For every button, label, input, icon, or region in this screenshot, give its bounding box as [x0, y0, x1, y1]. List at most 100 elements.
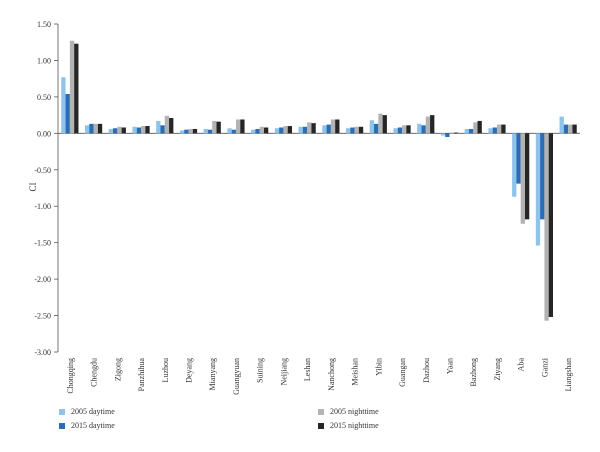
- bar: [335, 119, 340, 134]
- y-tick-label: 0.00: [37, 129, 51, 138]
- bar: [350, 127, 355, 134]
- bar: [263, 127, 269, 134]
- bar: [169, 118, 174, 134]
- bar: [369, 120, 375, 134]
- x-category-label: Mianyang: [208, 358, 217, 390]
- bar: [393, 128, 398, 134]
- bar: [311, 123, 316, 134]
- x-category-label: Nanchong: [327, 358, 336, 391]
- y-axis-title: CI: [28, 182, 38, 191]
- bar: [61, 77, 66, 134]
- bar: [464, 128, 469, 134]
- bar: [179, 130, 185, 134]
- bar: [240, 119, 245, 134]
- bar: [445, 133, 450, 137]
- bar: [540, 133, 545, 220]
- bar: [69, 40, 75, 134]
- bar: [231, 129, 236, 134]
- bar: [164, 115, 170, 134]
- bar: [488, 128, 493, 134]
- bar: [406, 125, 411, 134]
- bar: [65, 93, 70, 134]
- bar: [501, 124, 506, 134]
- bar: [84, 125, 90, 134]
- x-category-label: Bazhong: [469, 358, 478, 386]
- bar: [74, 43, 79, 134]
- x-category-label: Ganzi: [540, 357, 549, 377]
- bar: [192, 128, 198, 134]
- bar: [227, 128, 232, 134]
- bar: [345, 128, 351, 134]
- bar: [496, 124, 502, 134]
- bar: [302, 126, 308, 134]
- bar: [425, 116, 431, 134]
- x-category-label: Leshan: [303, 358, 312, 381]
- x-category-label: Ziyang: [493, 358, 502, 381]
- bar: [307, 122, 312, 134]
- x-category-label: Dazhou: [422, 358, 431, 383]
- bar: [374, 123, 379, 134]
- bar: [378, 113, 383, 134]
- x-category-label: Deyang: [185, 358, 194, 383]
- bar: [97, 123, 103, 134]
- x-category-label: Neijiang: [279, 358, 288, 386]
- bar: [274, 128, 280, 134]
- x-category-label: Suining: [256, 358, 265, 383]
- bar: [453, 132, 459, 134]
- bar: [330, 119, 336, 134]
- bar: [477, 120, 482, 134]
- y-tick-label: 1.00: [37, 56, 51, 65]
- bar: [188, 128, 193, 134]
- bar: [287, 126, 293, 134]
- x-category-label: Yaan: [446, 358, 455, 374]
- y-tick-label: 1.50: [37, 20, 51, 29]
- bar: [524, 133, 530, 220]
- bar: [548, 133, 554, 318]
- bar: [132, 126, 137, 134]
- bar: [251, 129, 256, 134]
- bar: [417, 123, 422, 134]
- bar: [212, 120, 217, 134]
- bar: [563, 124, 569, 134]
- bar: [255, 128, 260, 134]
- bar: [283, 126, 288, 134]
- bar: [89, 123, 94, 134]
- x-category-label: Luzhou: [161, 358, 170, 382]
- bar: [559, 116, 564, 134]
- bar: [492, 127, 497, 134]
- bar: [279, 127, 284, 134]
- plot-area: 1.50 1.00 0.50 0.00 -0.50 -1.00 -1.50 -2.00 -2.5…: [34, 20, 580, 395]
- bar: [145, 126, 150, 134]
- bar: [572, 124, 577, 134]
- x-category-label: Zigong: [113, 358, 122, 381]
- bar: [544, 133, 549, 321]
- y-tick-label: -1.00: [34, 202, 51, 211]
- bar: [421, 125, 426, 134]
- bar: [449, 132, 454, 134]
- y-tick-label: -2.50: [34, 312, 51, 321]
- bar: [259, 126, 264, 134]
- bar: [136, 127, 142, 134]
- bar: [93, 123, 98, 134]
- bar: [397, 127, 403, 134]
- x-category-label: Meishan: [351, 358, 360, 386]
- bar: [468, 128, 474, 134]
- bar: [184, 129, 189, 134]
- x-category-label: Guangyuan: [232, 358, 241, 395]
- bar: [207, 129, 213, 134]
- x-category-label: Guangan: [398, 358, 407, 387]
- x-category-label: Yibin: [374, 358, 383, 376]
- bar: [512, 133, 517, 197]
- bar: [354, 126, 359, 134]
- bar: [117, 126, 122, 134]
- bar: [402, 125, 407, 134]
- y-tick-label: -1.50: [34, 239, 51, 248]
- y-tick-label: 0.50: [37, 93, 51, 102]
- x-category-label: Chongqing: [66, 358, 75, 394]
- bar: [535, 133, 541, 246]
- bar: [326, 124, 331, 134]
- bar: [141, 126, 146, 134]
- bar: [440, 133, 446, 136]
- bar: [235, 119, 241, 134]
